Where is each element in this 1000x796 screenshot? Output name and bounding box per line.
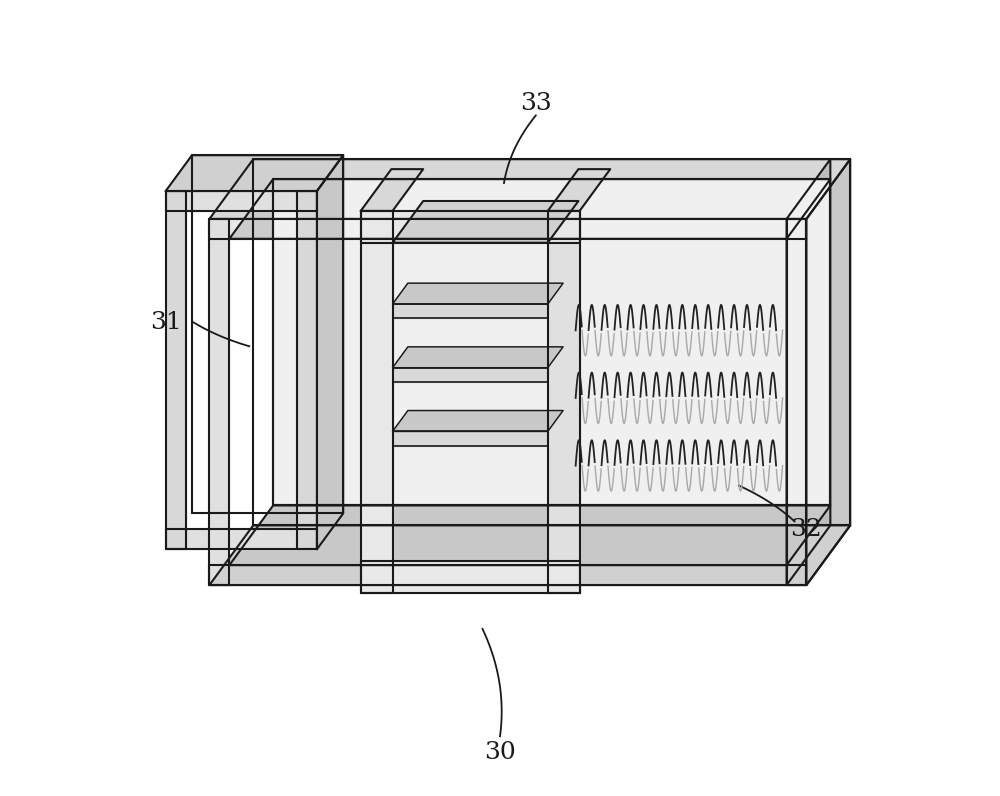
Polygon shape xyxy=(393,368,548,382)
Polygon shape xyxy=(317,155,343,549)
Polygon shape xyxy=(209,565,806,585)
Polygon shape xyxy=(297,191,317,549)
Polygon shape xyxy=(361,169,423,211)
Polygon shape xyxy=(229,179,830,239)
Polygon shape xyxy=(548,211,580,593)
Text: 31: 31 xyxy=(150,311,181,334)
Polygon shape xyxy=(393,283,563,304)
Polygon shape xyxy=(806,159,850,585)
Polygon shape xyxy=(393,431,548,446)
Polygon shape xyxy=(393,347,563,368)
Polygon shape xyxy=(393,201,578,243)
Polygon shape xyxy=(273,179,830,505)
Polygon shape xyxy=(166,191,186,549)
Polygon shape xyxy=(393,411,563,431)
Polygon shape xyxy=(361,561,580,593)
Polygon shape xyxy=(209,159,850,219)
Polygon shape xyxy=(787,159,830,585)
Polygon shape xyxy=(166,529,317,549)
Polygon shape xyxy=(209,219,806,239)
Polygon shape xyxy=(209,525,850,585)
Polygon shape xyxy=(548,169,610,211)
Text: 33: 33 xyxy=(520,92,552,115)
Polygon shape xyxy=(209,219,229,585)
Polygon shape xyxy=(787,219,806,585)
Text: 30: 30 xyxy=(484,741,516,763)
Polygon shape xyxy=(361,211,580,243)
Text: 32: 32 xyxy=(791,518,822,540)
Polygon shape xyxy=(361,211,393,593)
Polygon shape xyxy=(229,505,830,565)
Polygon shape xyxy=(166,155,343,191)
Polygon shape xyxy=(166,191,317,211)
Polygon shape xyxy=(393,304,548,318)
